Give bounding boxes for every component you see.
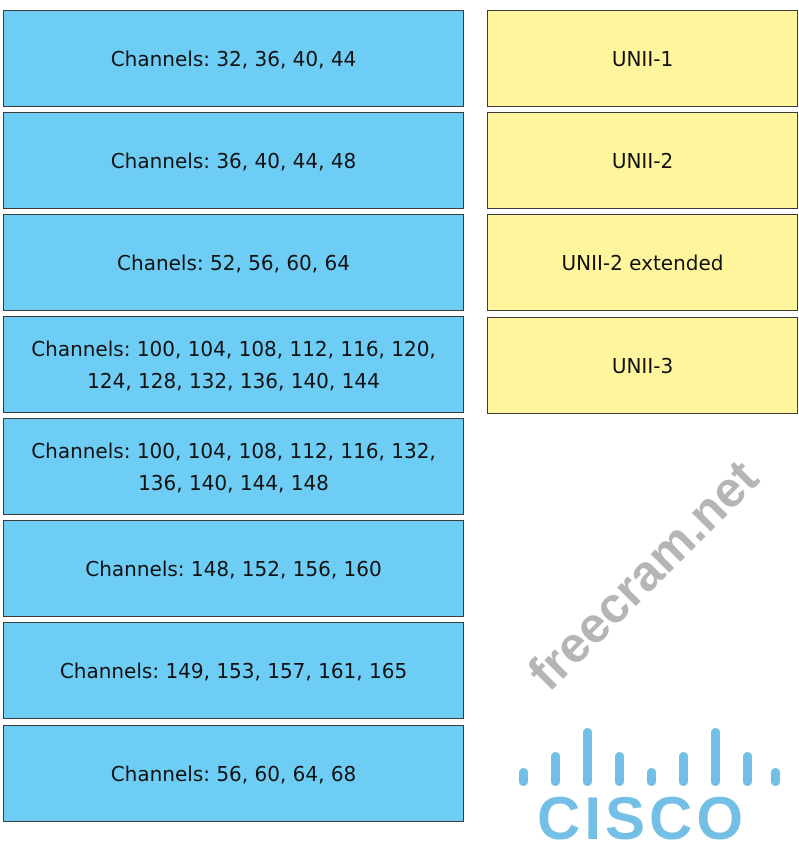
band-target-unii-3[interactable]: UNII-3 <box>487 317 798 414</box>
channel-text: Channels: 148, 152, 156, 160 <box>85 556 382 581</box>
cisco-bars-icon <box>515 724 785 786</box>
channel-text: Channels: 32, 36, 40, 44 <box>110 46 357 71</box>
channel-option-5[interactable]: Channels: 100, 104, 108, 112, 116, 132, 1… <box>3 418 464 515</box>
channel-text-line2: 124, 128, 132, 136, 140, 144 <box>87 368 380 393</box>
band-label: UNII-3 <box>611 353 674 378</box>
channel-text-line2: 136, 140, 144, 148 <box>138 470 329 495</box>
band-target-unii-2-extended[interactable]: UNII-2 extended <box>487 214 798 311</box>
channel-option-2[interactable]: Channels: 36, 40, 44, 48 <box>3 112 464 209</box>
channel-text: Channels: 149, 153, 157, 161, 165 <box>59 658 408 683</box>
cisco-logo: CISCO <box>515 724 785 856</box>
band-label: UNII-1 <box>611 46 674 71</box>
band-label: UNII-2 <box>611 148 674 173</box>
channel-option-1[interactable]: Channels: 32, 36, 40, 44 <box>3 10 464 107</box>
channel-option-7[interactable]: Channels: 149, 153, 157, 161, 165 <box>3 622 464 719</box>
channel-text: Channels: 100, 104, 108, 112, 116, 132, <box>31 438 436 463</box>
band-target-unii-1[interactable]: UNII-1 <box>487 10 798 107</box>
channel-text: Chanels: 52, 56, 60, 64 <box>117 250 350 275</box>
band-target-unii-2[interactable]: UNII-2 <box>487 112 798 209</box>
channel-text: Channels: 36, 40, 44, 48 <box>110 148 357 173</box>
channel-option-3[interactable]: Chanels: 52, 56, 60, 64 <box>3 214 464 311</box>
channel-option-6[interactable]: Channels: 148, 152, 156, 160 <box>3 520 464 617</box>
cisco-wordmark: CISCO <box>537 785 748 852</box>
channel-text: Channels: 100, 104, 108, 112, 116, 120, <box>31 336 436 361</box>
watermark: freecram.net <box>517 449 769 701</box>
channel-option-8[interactable]: Channels: 56, 60, 64, 68 <box>3 725 464 822</box>
channel-option-4[interactable]: Channels: 100, 104, 108, 112, 116, 120, 1… <box>3 316 464 413</box>
band-label: UNII-2 extended <box>561 250 724 275</box>
channel-text: Channels: 56, 60, 64, 68 <box>110 761 357 786</box>
